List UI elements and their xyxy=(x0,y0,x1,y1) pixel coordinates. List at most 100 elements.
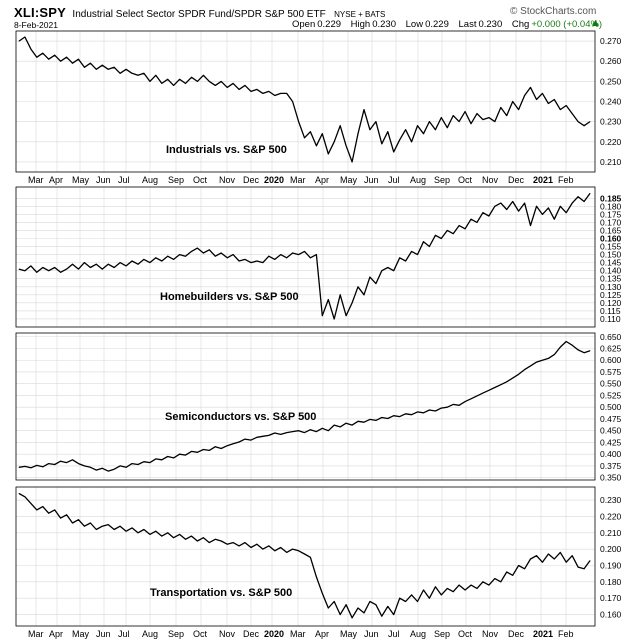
data-point xyxy=(72,522,73,524)
data-point xyxy=(220,448,222,449)
data-point xyxy=(524,95,525,96)
y-tick-label: 0.160 xyxy=(600,610,622,620)
data-point xyxy=(191,451,192,452)
data-point xyxy=(268,435,270,436)
data-point xyxy=(524,369,525,370)
x-tick-label: Apr xyxy=(315,629,329,639)
data-point xyxy=(292,548,293,550)
y-tick-label: 0.600 xyxy=(600,355,622,365)
y-tick-label: 0.475 xyxy=(600,414,622,424)
y-tick-label: 0.175 xyxy=(600,209,622,219)
ticker-symbol: XLI:SPY xyxy=(14,5,66,20)
data-point xyxy=(536,205,537,207)
data-point xyxy=(482,212,484,214)
data-point xyxy=(84,525,85,527)
data-point xyxy=(589,193,591,194)
data-point xyxy=(327,430,329,432)
data-point xyxy=(411,414,412,416)
data-point xyxy=(90,267,91,268)
x-tick-label: Dec xyxy=(508,629,525,639)
series-line xyxy=(18,193,591,320)
data-point xyxy=(375,604,377,606)
data-point xyxy=(220,81,222,82)
data-point xyxy=(48,463,50,464)
data-point xyxy=(548,358,549,359)
data-point xyxy=(565,105,567,106)
data-point xyxy=(411,141,412,143)
data-point xyxy=(232,254,234,256)
data-point xyxy=(191,251,192,252)
data-point xyxy=(95,68,97,70)
x-tick-label: May xyxy=(72,175,90,185)
data-point xyxy=(143,529,145,530)
data-point xyxy=(500,107,502,108)
exchange-label: NYSE + BATS xyxy=(334,10,386,19)
x-tick-label: Feb xyxy=(558,629,574,639)
data-point xyxy=(95,263,97,265)
y-tick-label: 0.650 xyxy=(600,332,622,342)
data-point xyxy=(345,604,347,606)
data-point xyxy=(125,530,127,532)
data-point xyxy=(226,257,228,259)
data-point xyxy=(310,257,311,259)
data-point xyxy=(101,268,103,270)
y-tick-label: 0.375 xyxy=(600,461,622,471)
data-point xyxy=(36,465,38,466)
data-point xyxy=(101,467,103,469)
data-point xyxy=(208,249,210,251)
data-point xyxy=(571,344,573,346)
data-point xyxy=(155,458,157,460)
data-point xyxy=(173,85,175,86)
data-point xyxy=(470,218,472,220)
data-point xyxy=(542,214,543,215)
data-point xyxy=(393,415,395,417)
data-point xyxy=(292,431,293,432)
data-point xyxy=(90,62,91,64)
data-point xyxy=(553,99,555,100)
x-tick-label: Jun xyxy=(364,629,379,639)
data-point xyxy=(571,202,573,204)
data-point xyxy=(30,503,32,504)
data-point xyxy=(226,543,228,545)
data-point xyxy=(173,537,175,539)
low-label: Low xyxy=(405,19,424,30)
data-point xyxy=(191,76,192,78)
data-point xyxy=(274,259,276,260)
data-point xyxy=(565,212,567,214)
data-point xyxy=(387,267,389,268)
data-point xyxy=(304,137,305,139)
data-point xyxy=(351,424,353,426)
data-point xyxy=(464,589,466,591)
data-point xyxy=(244,85,246,86)
data-point xyxy=(95,529,97,530)
data-point xyxy=(577,566,579,568)
y-tick-label: 0.180 xyxy=(600,577,622,587)
x-tick-label: Aug xyxy=(142,629,158,639)
x-tick-label: Jul xyxy=(118,629,130,639)
data-point xyxy=(304,432,305,433)
data-point xyxy=(399,257,401,259)
y-tick-label: 0.260 xyxy=(600,56,622,66)
data-point xyxy=(36,509,38,511)
data-point xyxy=(42,267,44,268)
low-value: 0.229 xyxy=(425,19,449,30)
data-point xyxy=(30,467,32,469)
x-tick-label: Nov xyxy=(482,175,499,185)
data-point xyxy=(250,91,252,92)
data-point xyxy=(351,161,353,163)
y-tick-label: 0.550 xyxy=(600,379,622,389)
data-point xyxy=(286,93,288,94)
series-line xyxy=(18,340,591,472)
data-point xyxy=(423,133,424,135)
x-tick-label: May xyxy=(340,175,358,185)
data-point xyxy=(559,552,561,553)
data-point xyxy=(321,592,323,594)
data-point xyxy=(583,568,585,570)
data-point xyxy=(256,89,258,90)
panel-label: Homebuilders vs. S&P 500 xyxy=(160,291,299,303)
y-tick-label: 0.230 xyxy=(600,117,622,127)
data-point xyxy=(482,581,484,583)
data-point xyxy=(113,66,115,68)
data-point xyxy=(321,427,323,429)
data-point xyxy=(30,48,32,50)
